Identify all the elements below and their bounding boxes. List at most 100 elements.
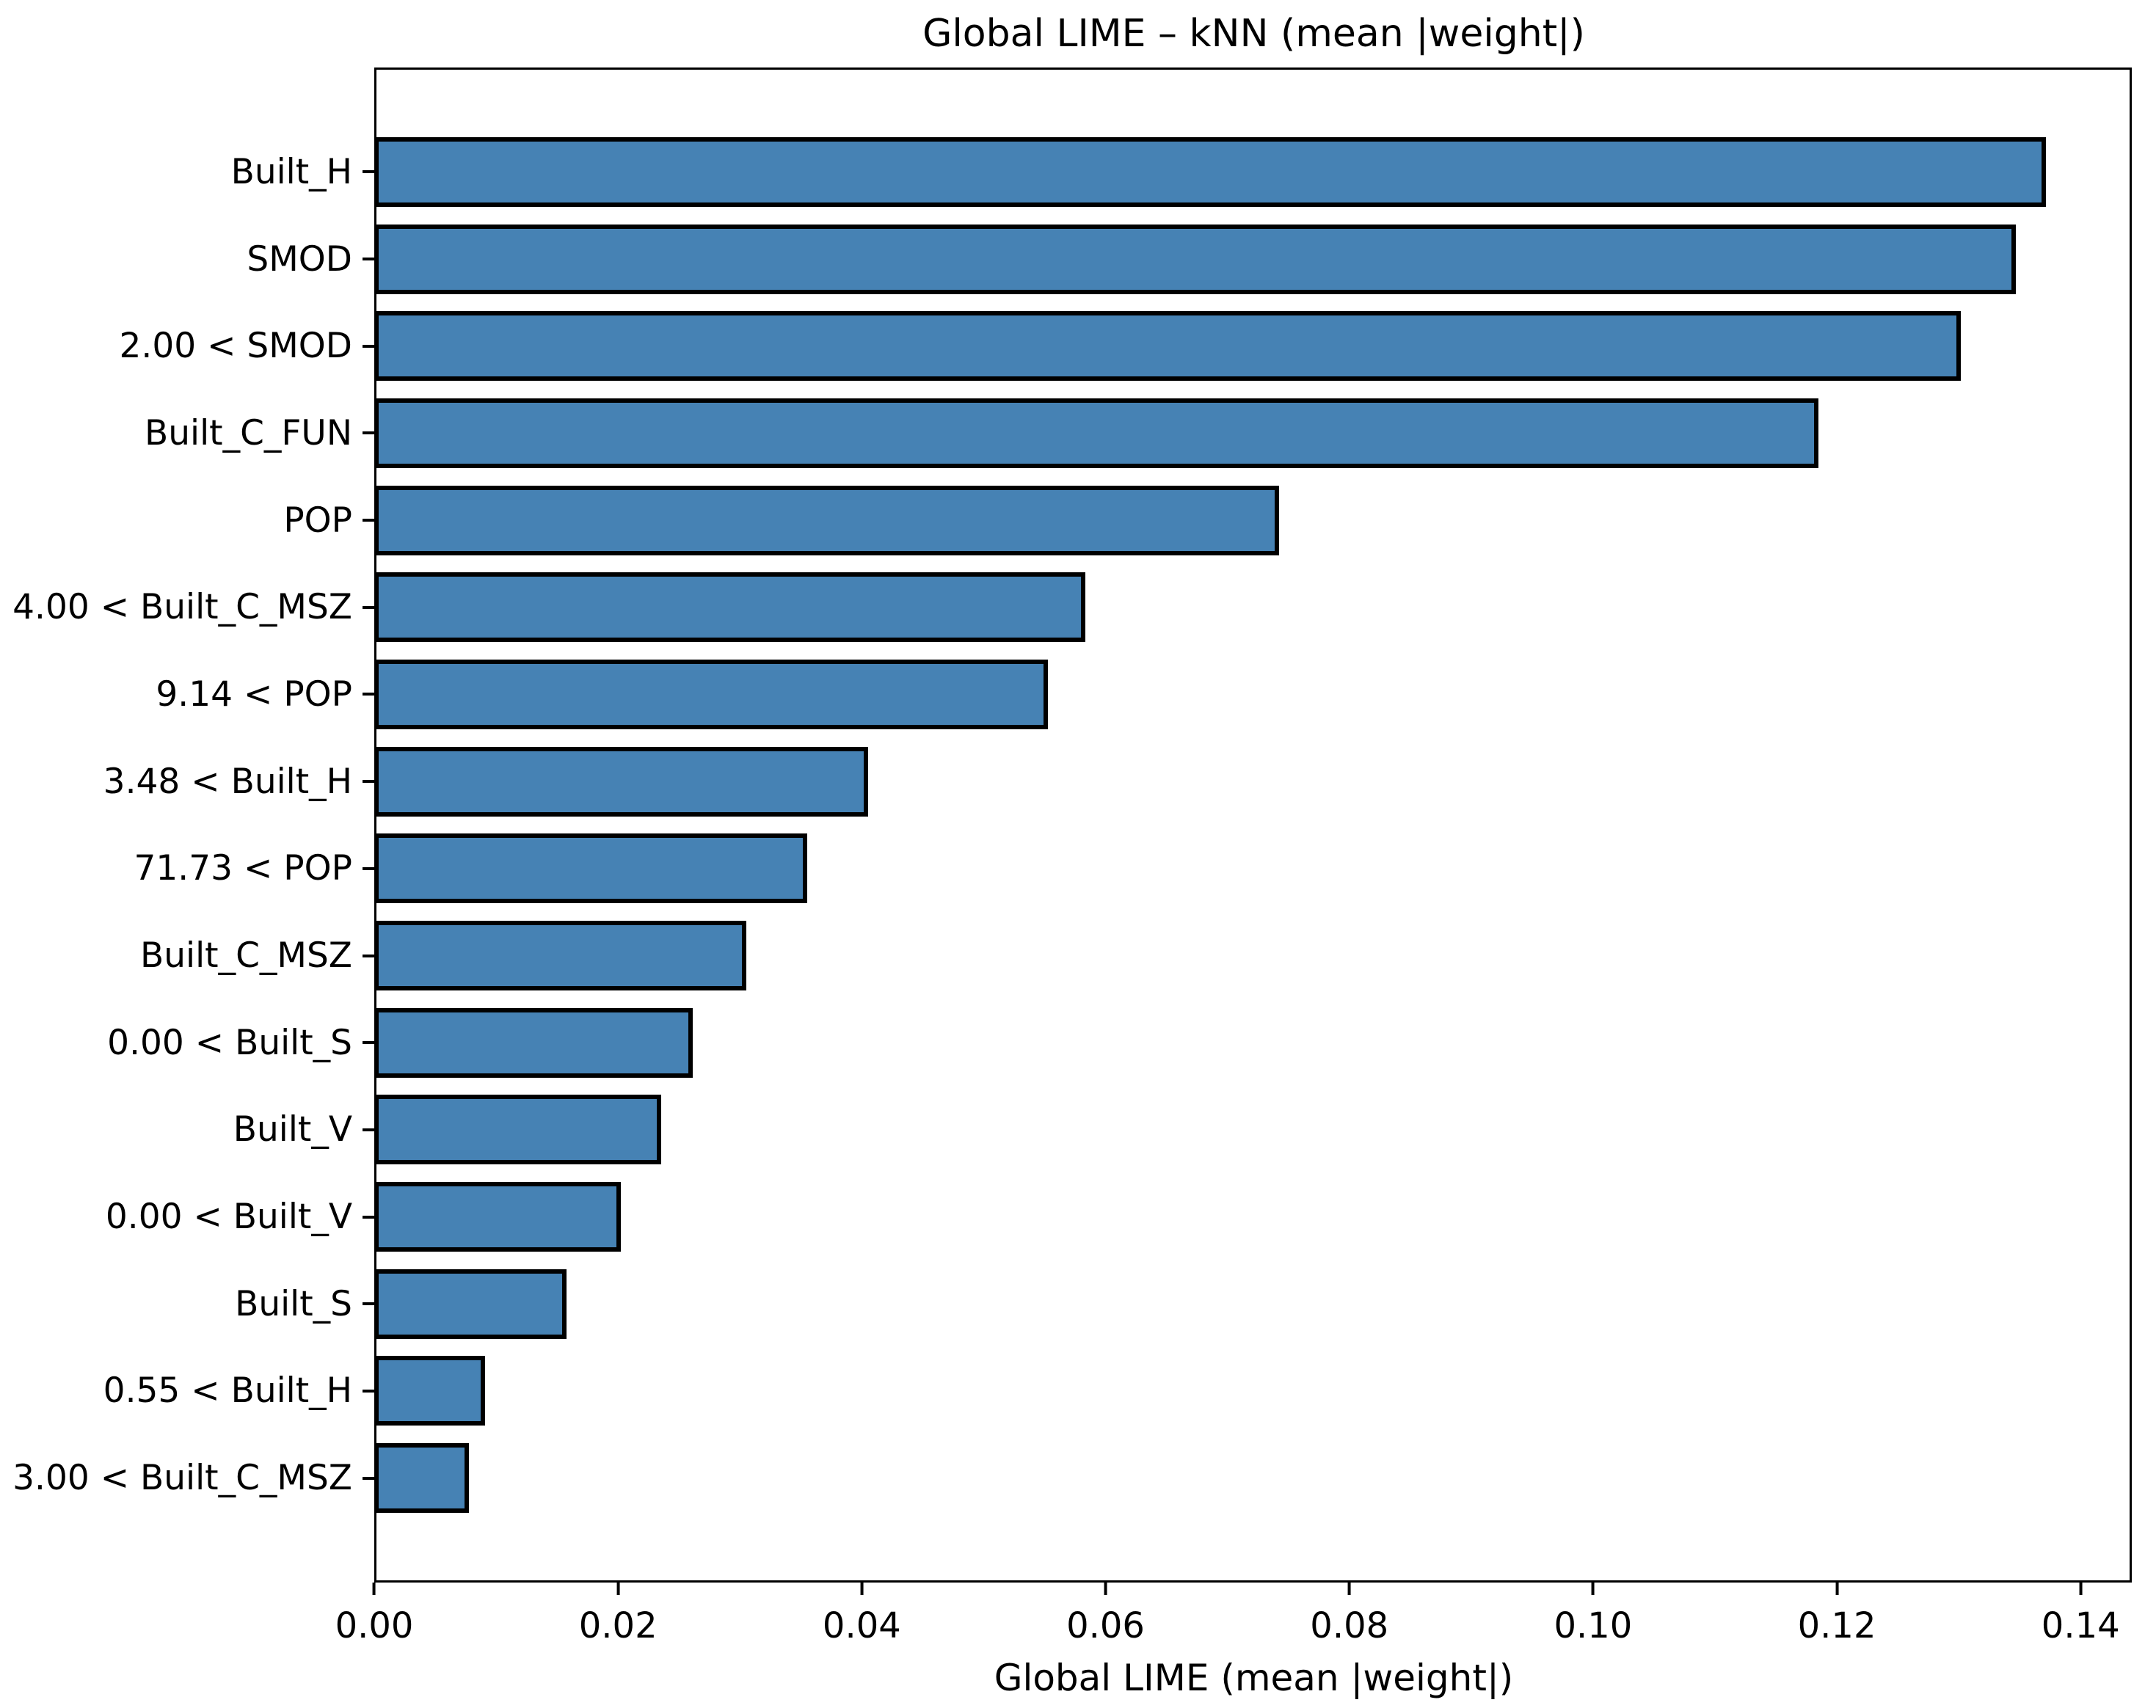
y-tick-row: Built_H bbox=[0, 128, 374, 216]
y-axis-labels: Built_H SMOD 2.00 < SMOD Built_C_FUN POP 4.00… bbox=[0, 67, 374, 1583]
bar-row bbox=[374, 563, 2130, 651]
y-tick-row: POP bbox=[0, 477, 374, 564]
bar bbox=[374, 1269, 567, 1339]
bar-row bbox=[374, 128, 2130, 216]
y-tick-mark bbox=[363, 1128, 374, 1131]
bar-row bbox=[374, 1260, 2130, 1348]
y-tick-row: 3.00 < Built_C_MSZ bbox=[0, 1434, 374, 1522]
x-tick-mark bbox=[1347, 1583, 1351, 1595]
bar bbox=[374, 398, 1819, 468]
y-tick-mark bbox=[363, 693, 374, 696]
bar bbox=[374, 746, 868, 817]
y-tick-mark bbox=[363, 1302, 374, 1306]
x-axis-label: Global LIME (mean |weight|) bbox=[994, 1657, 1514, 1699]
y-tick-label: Built_C_MSZ bbox=[140, 935, 352, 977]
y-tick-row: Built_C_MSZ bbox=[0, 912, 374, 999]
y-tick-row: 2.00 < SMOD bbox=[0, 302, 374, 390]
x-axis-ticks: 0.00 0.02 0.04 0.06 0.08 0.10 0.12 0.14 bbox=[335, 1583, 2132, 1685]
chart-title: Global LIME – kNN (mean |weight|) bbox=[922, 12, 1585, 56]
x-tick: 0.06 bbox=[1066, 1583, 1145, 1646]
y-tick-label: 9.14 < POP bbox=[156, 674, 352, 715]
x-tick: 0.10 bbox=[1554, 1583, 1632, 1646]
y-tick-row: Built_C_FUN bbox=[0, 390, 374, 477]
y-tick-mark bbox=[363, 954, 374, 957]
x-tick-label: 0.00 bbox=[335, 1605, 414, 1646]
x-tick-label: 0.12 bbox=[1797, 1605, 1876, 1646]
y-tick-mark bbox=[363, 780, 374, 784]
x-tick-mark bbox=[2079, 1583, 2083, 1595]
y-tick-row: 4.00 < Built_C_MSZ bbox=[0, 563, 374, 651]
y-tick-row: 3.48 < Built_H bbox=[0, 738, 374, 825]
bar-row bbox=[374, 1434, 2130, 1522]
bar-row bbox=[374, 999, 2130, 1087]
y-tick-label: 0.00 < Built_V bbox=[105, 1197, 352, 1238]
y-tick-mark bbox=[363, 1389, 374, 1393]
bar-row bbox=[374, 1348, 2130, 1435]
x-tick-label: 0.04 bbox=[822, 1605, 901, 1646]
y-tick-row: SMOD bbox=[0, 216, 374, 303]
y-tick-row: 0.00 < Built_V bbox=[0, 1173, 374, 1260]
y-tick-label: 0.00 < Built_S bbox=[107, 1022, 352, 1063]
y-tick-mark bbox=[363, 344, 374, 348]
y-tick-mark bbox=[363, 1476, 374, 1480]
bar bbox=[374, 1095, 661, 1165]
bar-row bbox=[374, 1173, 2130, 1260]
y-tick-row: 71.73 < POP bbox=[0, 825, 374, 913]
y-tick-mark bbox=[363, 519, 374, 522]
y-tick-row: 9.14 < POP bbox=[0, 651, 374, 738]
bar-series bbox=[374, 70, 2130, 1580]
bar bbox=[374, 1182, 622, 1252]
x-tick: 0.00 bbox=[335, 1583, 414, 1646]
bar-row bbox=[374, 738, 2130, 825]
x-tick: 0.02 bbox=[579, 1583, 658, 1646]
x-tick: 0.14 bbox=[2042, 1583, 2120, 1646]
y-tick-mark bbox=[363, 605, 374, 609]
bar-row bbox=[374, 216, 2130, 303]
y-tick-mark bbox=[363, 170, 374, 174]
bar-row bbox=[374, 912, 2130, 999]
y-tick-row: 0.00 < Built_S bbox=[0, 999, 374, 1087]
bar-row bbox=[374, 651, 2130, 738]
x-tick-mark bbox=[373, 1583, 376, 1595]
y-tick-label: Built_C_FUN bbox=[145, 412, 352, 453]
x-tick: 0.12 bbox=[1798, 1583, 1876, 1646]
x-tick-mark bbox=[616, 1583, 620, 1595]
bar bbox=[374, 833, 807, 904]
y-tick-label: Built_S bbox=[235, 1283, 352, 1324]
y-tick-label: 2.00 < SMOD bbox=[119, 326, 352, 367]
x-tick-mark bbox=[1591, 1583, 1595, 1595]
bar bbox=[374, 1356, 485, 1426]
x-tick-mark bbox=[1104, 1583, 1107, 1595]
bar bbox=[374, 224, 2016, 294]
bar bbox=[374, 136, 2046, 207]
y-tick-mark bbox=[363, 431, 374, 435]
bar-row bbox=[374, 1087, 2130, 1174]
y-tick-label: Built_H bbox=[230, 151, 352, 192]
x-tick-label: 0.06 bbox=[1066, 1605, 1145, 1646]
y-tick-label: 71.73 < POP bbox=[134, 848, 353, 889]
y-tick-mark bbox=[363, 1215, 374, 1219]
y-tick-label: SMOD bbox=[247, 238, 352, 280]
bar bbox=[374, 311, 1962, 382]
bar bbox=[374, 921, 746, 991]
y-tick-label: 0.55 < Built_H bbox=[103, 1371, 352, 1412]
y-tick-label: Built_V bbox=[233, 1109, 352, 1150]
y-tick-mark bbox=[363, 1041, 374, 1045]
x-tick-mark bbox=[860, 1583, 864, 1595]
y-tick-row: 0.55 < Built_H bbox=[0, 1348, 374, 1435]
x-tick-label: 0.02 bbox=[578, 1605, 658, 1646]
y-tick-label: POP bbox=[283, 500, 352, 541]
x-tick-label: 0.08 bbox=[1310, 1605, 1389, 1646]
x-tick: 0.08 bbox=[1310, 1583, 1388, 1646]
bar bbox=[374, 659, 1048, 729]
bar-row bbox=[374, 477, 2130, 564]
x-tick-mark bbox=[1835, 1583, 1839, 1595]
bar bbox=[374, 572, 1086, 643]
y-tick-mark bbox=[363, 258, 374, 261]
y-tick-mark bbox=[363, 866, 374, 870]
plot-area bbox=[374, 67, 2132, 1583]
bar bbox=[374, 1443, 470, 1514]
bar bbox=[374, 485, 1279, 555]
x-tick: 0.04 bbox=[823, 1583, 901, 1646]
